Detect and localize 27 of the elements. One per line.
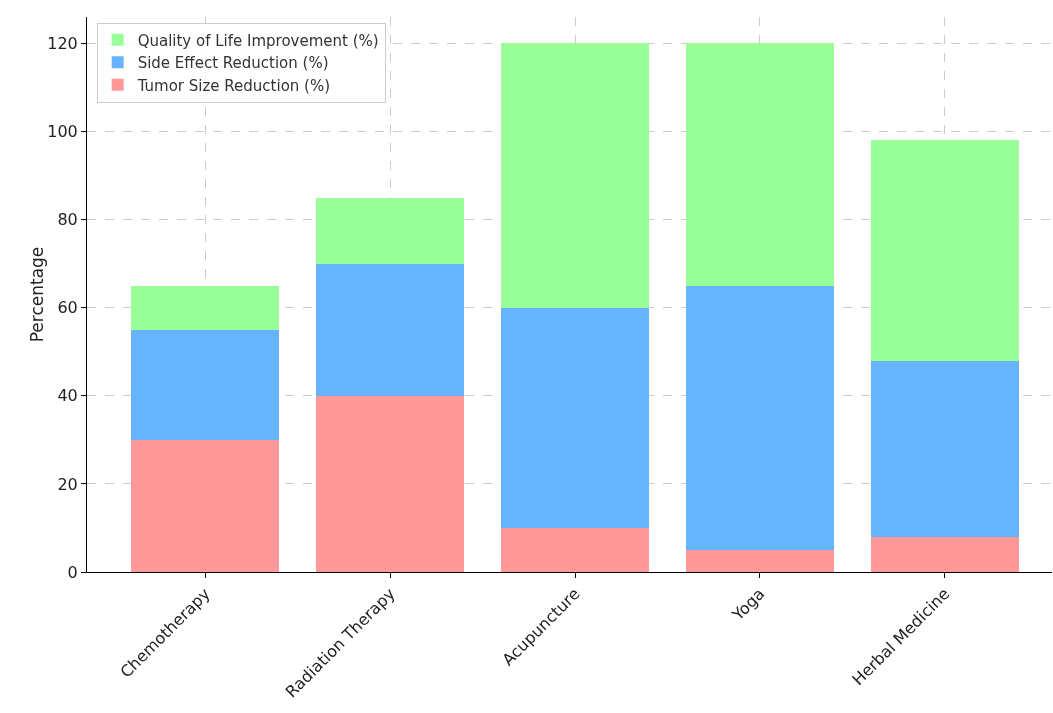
bar <box>131 285 280 330</box>
y-tick-label: 20 <box>57 474 78 494</box>
legend-label: Side Effect Reduction (%) <box>137 54 329 73</box>
y-tick-label: 100 <box>47 122 78 142</box>
y-axis-title: Percentage <box>27 246 47 343</box>
y-tick-label: 0 <box>67 562 78 582</box>
bar <box>131 439 280 572</box>
legend-label: Quality of Life Improvement (%) <box>137 31 379 50</box>
legend-label: Tumor Size Reduction (%) <box>136 76 331 95</box>
bar <box>501 307 649 528</box>
bar <box>870 140 1019 361</box>
y-tick-label: 80 <box>57 210 78 230</box>
y-tick-label: 120 <box>47 34 78 54</box>
bar <box>870 360 1019 537</box>
y-tick-label: 40 <box>57 386 78 406</box>
bar <box>685 549 834 572</box>
bar <box>131 329 280 440</box>
x-tick-label: Yoga <box>727 584 769 625</box>
bar <box>501 527 649 572</box>
bar <box>501 43 649 308</box>
bar <box>316 197 465 264</box>
bar <box>685 43 834 286</box>
y-tick-label: 60 <box>57 298 78 318</box>
bar <box>870 536 1019 572</box>
bar <box>316 263 465 396</box>
bar <box>685 285 834 550</box>
bar <box>316 395 465 572</box>
